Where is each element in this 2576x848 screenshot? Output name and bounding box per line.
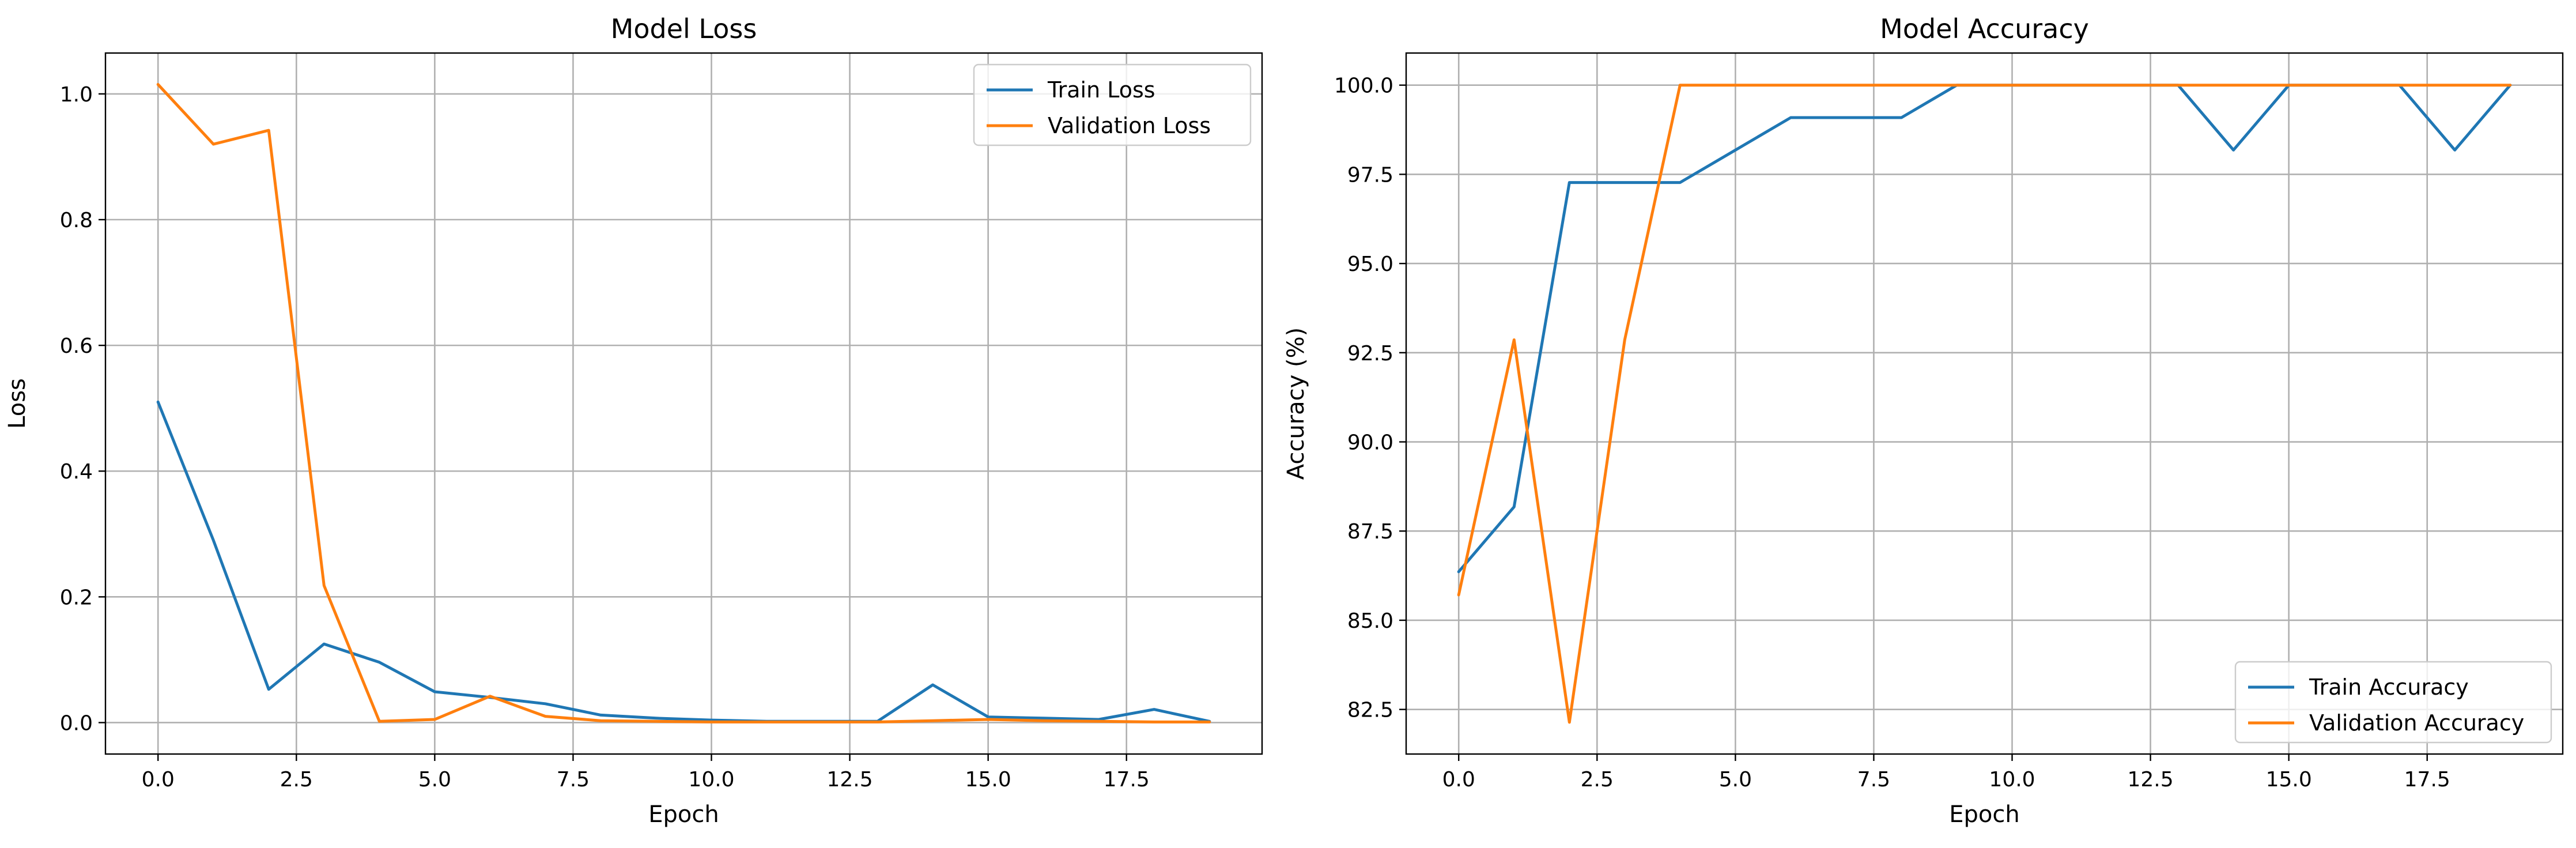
loss-legend: Train Loss Validation Loss — [973, 63, 1252, 146]
loss-y-tick-label: 0.6 — [60, 334, 93, 358]
accuracy-chart-title: Model Accuracy — [1880, 13, 2089, 44]
loss-series-line-0 — [156, 400, 1211, 723]
accuracy-axes-frame — [1405, 52, 2564, 755]
accuracy-x-tick-label: 15.0 — [2266, 768, 2312, 792]
loss-x-tick-label: 10.0 — [688, 768, 734, 792]
loss-x-tick-label: 12.5 — [827, 768, 873, 792]
accuracy-x-tick-label: 7.5 — [1857, 768, 1890, 792]
accuracy-y-axis-label: Accuracy (%) — [1283, 327, 1309, 480]
loss-legend-label-0: Train Loss — [1047, 77, 1155, 103]
accuracy-y-tick-label: 100.0 — [1334, 74, 1393, 98]
accuracy-x-tick-label: 17.5 — [2404, 768, 2450, 792]
loss-axes-frame — [104, 52, 1263, 755]
accuracy-legend-label-1: Validation Accuracy — [2309, 710, 2524, 736]
loss-x-tick-label: 0.0 — [142, 768, 175, 792]
accuracy-y-tick-label: 90.0 — [1347, 431, 1393, 455]
loss-chart: 0.0 2.5 5.0 7.5 10.0 12.5 15.0 17.5 0.0 0.2 0.4 0.6… — [4, 13, 1263, 828]
accuracy-legend-label-0: Train Accuracy — [2309, 674, 2469, 700]
loss-x-tick-label: 2.5 — [280, 768, 313, 792]
accuracy-y-tick-label: 82.5 — [1347, 699, 1393, 722]
loss-x-tick-label: 15.0 — [965, 768, 1011, 792]
accuracy-legend-box — [2234, 661, 2552, 744]
loss-x-tick-label: 17.5 — [1104, 768, 1150, 792]
accuracy-y-tick-label: 95.0 — [1347, 252, 1393, 276]
accuracy-x-tick-label: 0.0 — [1442, 768, 1475, 792]
accuracy-legend: Train Accuracy Validation Accuracy — [2234, 661, 2552, 744]
loss-series-line-1 — [156, 83, 1211, 723]
loss-legend-box — [973, 63, 1252, 146]
loss-x-tick-label: 7.5 — [557, 768, 590, 792]
accuracy-y-tick-label: 87.5 — [1347, 520, 1393, 544]
accuracy-x-tick-label: 2.5 — [1581, 768, 1614, 792]
loss-legend-label-1: Validation Loss — [1048, 113, 1211, 138]
loss-y-tick-label: 1.0 — [60, 83, 93, 107]
loss-x-tick-label: 5.0 — [418, 768, 451, 792]
loss-y-tick-label: 0.4 — [60, 460, 93, 484]
accuracy-x-tick-label: 10.0 — [1989, 768, 2035, 792]
accuracy-chart: 0.0 2.5 5.0 7.5 10.0 12.5 15.0 17.5 82.5 85.0 87.5… — [1283, 13, 2564, 828]
accuracy-x-tick-label: 12.5 — [2128, 768, 2174, 792]
loss-y-axis-label: Loss — [4, 378, 31, 429]
loss-chart-title: Model Loss — [611, 13, 757, 44]
loss-x-axis-label: Epoch — [648, 801, 719, 828]
accuracy-y-tick-label: 97.5 — [1347, 163, 1393, 187]
accuracy-series-line-0 — [1457, 84, 2512, 574]
loss-y-tick-label: 0.0 — [60, 711, 93, 735]
accuracy-x-axis-label: Epoch — [1949, 801, 2019, 828]
loss-y-tick-label: 0.8 — [60, 209, 93, 232]
accuracy-x-tick-label: 5.0 — [1719, 768, 1752, 792]
loss-y-tick-label: 0.2 — [60, 586, 93, 609]
accuracy-series-line-1 — [1457, 84, 2512, 724]
accuracy-y-tick-label: 92.5 — [1347, 342, 1393, 365]
accuracy-y-tick-label: 85.0 — [1347, 609, 1393, 633]
